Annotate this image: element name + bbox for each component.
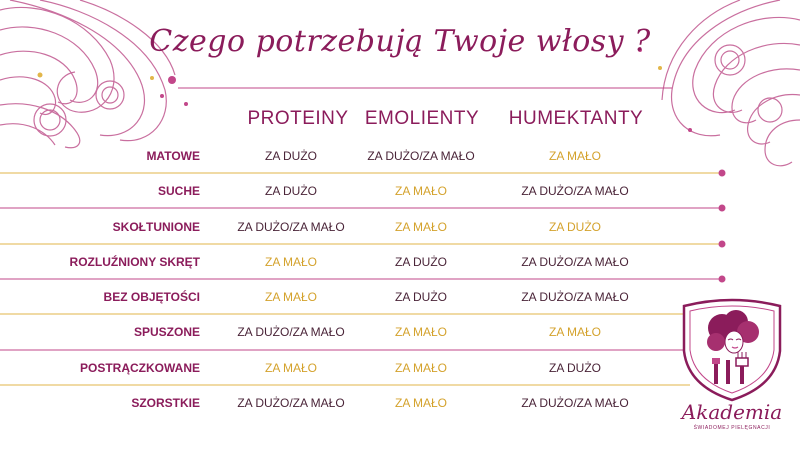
cell-proteiny: ZA DUŻO/ZA MAŁO: [237, 220, 345, 234]
cell-emolienty: ZA MAŁO: [394, 325, 447, 339]
cell-humektanty: ZA DUŻO: [548, 361, 601, 375]
cell-humektanty: ZA DUŻO/ZA MAŁO: [521, 290, 629, 304]
cell-humektanty: ZA MAŁO: [548, 149, 601, 163]
row-divider-dots: [718, 169, 726, 283]
cell-proteiny: ZA DUŻO: [264, 149, 317, 163]
column-header-emolienty: EMOLIENTY: [364, 108, 480, 129]
column-header-humektanty: HUMEKTANTY: [508, 108, 644, 129]
page-title: Czego potrzebują Twoje włosy ?: [149, 24, 651, 59]
cell-emolienty: ZA DUŻO: [394, 255, 447, 269]
cell-humektanty: ZA DUŻO: [548, 220, 601, 234]
cell-emolienty: ZA MAŁO: [394, 184, 447, 198]
row-label: SUCHE: [157, 184, 200, 198]
table-row: SUCHE ZA DUŻO ZA MAŁO ZA DUŻO/ZA MAŁO: [0, 179, 800, 215]
cell-proteiny: ZA MAŁO: [264, 290, 317, 304]
cell-proteiny: ZA DUŻO/ZA MAŁO: [237, 396, 345, 410]
table-row: MATOWE ZA DUŻO ZA DUŻO/ZA MAŁO ZA MAŁO: [0, 144, 800, 180]
logo-subtitle: ŚWIADOMEJ PIELĘGNACJI: [693, 425, 771, 431]
row-label: ROZLUŹNIONY SKRĘT: [69, 255, 200, 269]
row-label: BEZ OBJĘTOŚCI: [103, 290, 200, 304]
cell-proteiny: ZA DUŻO: [264, 184, 317, 198]
table-row: ROZLUŹNIONY SKRĘT ZA MAŁO ZA DUŻO ZA DUŻ…: [0, 250, 800, 286]
top-right-swirl-decoration: [661, 0, 800, 167]
row-label: SZORSTKIE: [131, 396, 200, 410]
cell-proteiny: ZA MAŁO: [264, 255, 317, 269]
row-label: SPUSZONE: [133, 325, 200, 339]
row-label: SKOŁTUNIONE: [112, 220, 200, 234]
table-row: SKOŁTUNIONE ZA DUŻO/ZA MAŁO ZA MAŁO ZA D…: [0, 215, 800, 251]
top-left-swirl-decoration: [0, 0, 176, 149]
cell-proteiny: ZA DUŻO/ZA MAŁO: [237, 325, 345, 339]
cell-emolienty: ZA MAŁO: [394, 396, 447, 410]
cell-emolienty: ZA DUŻO/ZA MAŁO: [367, 149, 475, 163]
cell-humektanty: ZA DUŻO/ZA MAŁO: [521, 255, 629, 269]
column-header-proteiny: PROTEINY: [247, 108, 349, 129]
table-row: POSTRĄCZKOWANE ZA MAŁO ZA MAŁO ZA DUŻO: [0, 356, 800, 392]
table-row: BEZ OBJĘTOŚCI ZA MAŁO ZA DUŻO ZA DUŻO/ZA…: [0, 285, 800, 321]
table-row: SZORSTKIE ZA DUŻO/ZA MAŁO ZA MAŁO ZA DUŻ…: [0, 391, 800, 427]
cell-humektanty: ZA DUŻO/ZA MAŁO: [521, 184, 629, 198]
cell-proteiny: ZA MAŁO: [264, 361, 317, 375]
cell-emolienty: ZA MAŁO: [394, 220, 447, 234]
cell-humektanty: ZA MAŁO: [548, 325, 601, 339]
row-label: POSTRĄCZKOWANE: [80, 361, 200, 375]
row-dividers: [0, 172, 722, 386]
logo-name: Akademia: [681, 400, 783, 424]
akademia-logo-icon: [682, 298, 782, 402]
table-row: SPUSZONE ZA DUŻO/ZA MAŁO ZA MAŁO ZA MAŁO: [0, 320, 800, 356]
cell-humektanty: ZA DUŻO/ZA MAŁO: [521, 396, 629, 410]
cell-emolienty: ZA MAŁO: [394, 361, 447, 375]
decorative-dots: [37, 48, 692, 132]
row-label: MATOWE: [146, 149, 200, 163]
cell-emolienty: ZA DUŻO: [394, 290, 447, 304]
